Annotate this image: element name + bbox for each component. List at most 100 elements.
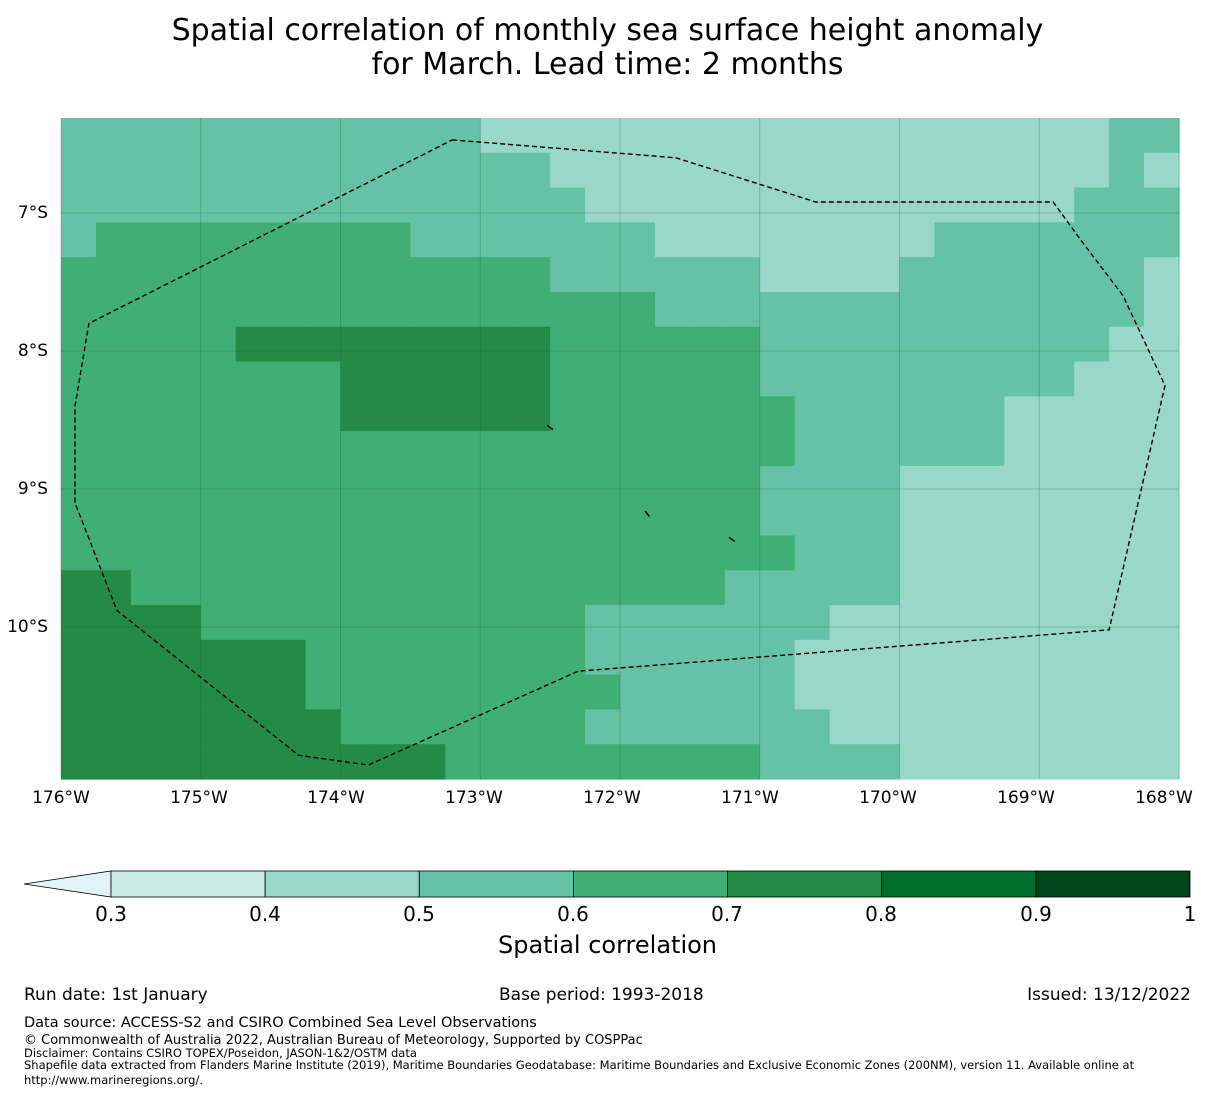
grid-cell: [480, 152, 516, 189]
grid-cell: [689, 291, 726, 328]
grid-cell: [934, 639, 970, 676]
grid-cell: [550, 118, 586, 154]
grid-cell: [130, 118, 167, 154]
grid-cell: [794, 639, 831, 676]
grid-cell: [1074, 500, 1110, 537]
grid-cell: [1074, 152, 1110, 189]
grid-cell: [130, 361, 167, 397]
grid-cell: [445, 605, 481, 641]
grid-cell: [235, 535, 272, 571]
grid-cell: [480, 500, 516, 537]
grid-cell: [445, 291, 481, 328]
grid-cell: [270, 431, 307, 467]
grid-cell: [61, 326, 97, 363]
grid-cell: [724, 187, 761, 223]
grid-cell: [1109, 187, 1145, 223]
grid-cell: [969, 152, 1005, 189]
grid-cell: [585, 361, 621, 397]
grid-cell: [305, 222, 342, 258]
grid-cell: [375, 326, 411, 363]
grid-cell: [829, 570, 866, 606]
grid-cell: [340, 500, 377, 537]
grid-cell: [1039, 500, 1075, 537]
grid-cell: [445, 500, 481, 537]
grid-cell: [340, 535, 377, 571]
grid-cell: [410, 570, 446, 606]
grid-cell: [235, 291, 272, 328]
grid-cell: [1039, 291, 1075, 328]
grid-cell: [61, 709, 97, 745]
grid-cell: [340, 605, 377, 641]
grid-cell: [375, 257, 411, 293]
grid-cell: [340, 222, 377, 258]
grid-cell: [200, 118, 237, 154]
grid-cell: [550, 326, 586, 363]
grid-cell: [829, 535, 866, 571]
grid-cell: [969, 709, 1005, 745]
grid-cell: [899, 291, 936, 328]
grid-cell: [410, 744, 446, 780]
grid-cell: [270, 605, 307, 641]
grid-cell: [1109, 431, 1145, 467]
grid-cell: [375, 605, 411, 641]
grid-cell: [1074, 222, 1110, 258]
grid-cell: [200, 361, 237, 397]
grid-cell: [410, 257, 446, 293]
grid-cell: [550, 257, 586, 293]
grid-cell: [515, 431, 551, 467]
grid-cell: [550, 535, 586, 571]
grid-cell: [515, 570, 551, 606]
grid-cell: [305, 674, 342, 711]
grid-cell: [620, 361, 656, 397]
grid-cell: [620, 326, 656, 363]
grid-cell: [794, 187, 831, 223]
grid-cell: [620, 152, 656, 189]
grid-cell: [200, 152, 237, 189]
grid-cell: [1074, 257, 1110, 293]
grid-cell: [95, 431, 132, 467]
grid-cell: [899, 361, 936, 397]
chart-title: Spatial correlation of monthly sea surfa…: [0, 14, 1215, 82]
grid-cell: [95, 326, 132, 363]
title-line-1: Spatial correlation of monthly sea surfa…: [171, 13, 1044, 48]
grid-cell: [1074, 605, 1110, 641]
grid-cell: [130, 396, 167, 432]
grid-cell: [480, 570, 516, 606]
grid-cell: [445, 257, 481, 293]
grid-cell: [550, 605, 586, 641]
colorbar-segments: [23, 870, 1191, 898]
grid-cell: [340, 257, 377, 293]
grid-cell: [934, 674, 970, 711]
grid-cell: [95, 639, 132, 676]
grid-cell: [235, 257, 272, 293]
grid-cell: [585, 431, 621, 467]
grid-cell: [235, 396, 272, 432]
grid-cell: [585, 396, 621, 432]
colorbar-tick-0-4: 0.4: [249, 902, 281, 926]
grid-cell: [934, 361, 970, 397]
grid-cell: [1144, 152, 1180, 189]
grid-cell: [654, 396, 691, 432]
grid-cell: [1004, 326, 1040, 363]
grid-cell: [585, 465, 621, 502]
grid-cell: [200, 257, 237, 293]
grid-cell: [969, 500, 1005, 537]
grid-cell: [759, 152, 796, 189]
grid-cell: [235, 500, 272, 537]
grid-cell: [899, 118, 936, 154]
grid-cell: [829, 500, 866, 537]
grid-cell: [410, 500, 446, 537]
grid-cell: [480, 639, 516, 676]
lon-label-175w: 175°W: [170, 788, 228, 808]
grid-cell: [165, 257, 202, 293]
grid-cell: [689, 187, 726, 223]
grid-cell: [1004, 187, 1040, 223]
grid-cell: [654, 152, 691, 189]
grid-cell: [410, 222, 446, 258]
grid-cell: [794, 605, 831, 641]
grid-cell: [61, 605, 97, 641]
grid-cell: [934, 500, 970, 537]
grid-cell: [620, 396, 656, 432]
grid-cell: [165, 222, 202, 258]
grid-cell: [1004, 500, 1040, 537]
